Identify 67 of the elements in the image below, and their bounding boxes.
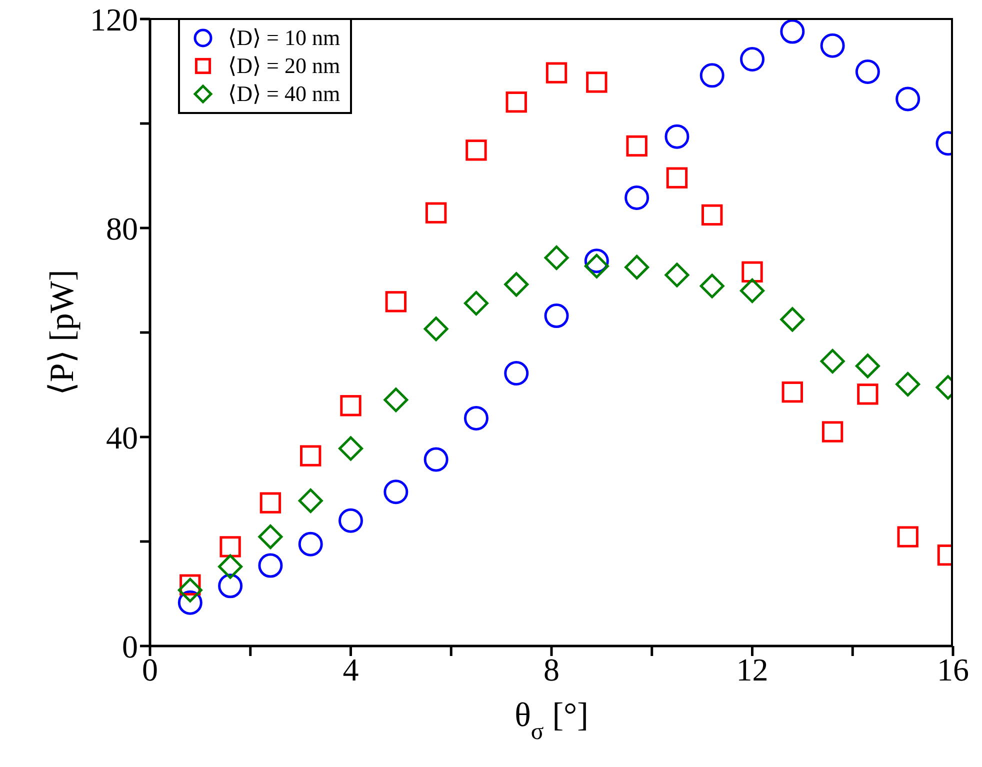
point: [258, 553, 283, 578]
point: [298, 532, 323, 556]
point: [385, 291, 407, 312]
point: [218, 554, 243, 579]
point: [740, 278, 764, 303]
y-tick-label: 120: [90, 1, 138, 38]
point: [626, 135, 648, 157]
point: [896, 86, 920, 112]
point: [896, 372, 920, 396]
point: [780, 307, 805, 332]
point: [544, 246, 569, 270]
point: [820, 348, 845, 374]
point: [298, 488, 323, 513]
point: [464, 290, 488, 316]
point: [425, 202, 447, 224]
point: [822, 421, 844, 442]
y-tick-label: 40: [106, 419, 138, 456]
point: [624, 185, 650, 210]
point: [780, 19, 805, 44]
point: [504, 361, 529, 386]
point: [220, 536, 241, 558]
y-tick-label: 80: [106, 210, 138, 246]
point: [384, 388, 408, 412]
legend-label: ⟨D⟩ = 20 nm: [228, 53, 340, 79]
point: [664, 124, 690, 149]
point: [700, 274, 724, 298]
point: [218, 574, 243, 598]
point: [300, 445, 322, 466]
x-tick-label: 8: [544, 652, 560, 688]
point: [504, 272, 529, 297]
point: [855, 354, 880, 378]
legend-label: ⟨D⟩ = 10 nm: [228, 25, 340, 51]
y-tick-label: 0: [122, 628, 138, 664]
point: [666, 167, 688, 188]
point: [424, 447, 448, 472]
point: [624, 254, 650, 280]
point: [820, 33, 845, 58]
point: [546, 62, 568, 84]
point: [586, 72, 608, 93]
x-tick-label: 12: [736, 652, 768, 688]
y-axis-title: ⟨P⟩ [pW]: [44, 270, 80, 396]
point: [857, 384, 878, 405]
point: [742, 261, 763, 282]
point: [384, 480, 408, 504]
point: [782, 381, 803, 403]
point: [897, 526, 918, 548]
point: [464, 406, 488, 430]
point: [338, 436, 363, 461]
legend-label: ⟨D⟩ = 40 nm: [228, 81, 340, 107]
point: [700, 63, 724, 88]
point: [584, 254, 609, 278]
point: [424, 316, 448, 342]
point: [506, 91, 527, 113]
point: [544, 304, 569, 328]
point: [702, 204, 723, 226]
point: [338, 508, 363, 533]
point: [340, 395, 362, 416]
point: [740, 46, 764, 72]
point: [664, 262, 690, 288]
point: [260, 492, 282, 514]
x-tick-label: 4: [342, 652, 359, 688]
point: [466, 140, 487, 161]
point: [178, 578, 202, 602]
x-axis-title: θ$_{σ}$ [°]: [514, 697, 588, 745]
x-tick-label: 16: [937, 652, 969, 688]
point: [855, 60, 880, 84]
point: [258, 524, 283, 550]
